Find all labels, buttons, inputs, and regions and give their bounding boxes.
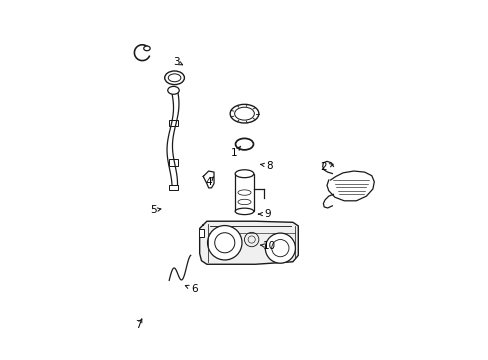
- Circle shape: [265, 233, 295, 263]
- Text: 10: 10: [263, 241, 276, 251]
- Bar: [168, 159, 178, 166]
- Polygon shape: [203, 171, 214, 188]
- Text: 9: 9: [264, 209, 270, 219]
- Text: 3: 3: [173, 57, 179, 67]
- Text: 8: 8: [266, 161, 272, 171]
- Text: 4: 4: [205, 177, 211, 187]
- Ellipse shape: [235, 208, 253, 215]
- Text: 5: 5: [149, 206, 156, 216]
- Bar: [235, 174, 253, 211]
- Ellipse shape: [235, 170, 253, 178]
- Ellipse shape: [168, 74, 181, 82]
- Bar: [198, 229, 204, 237]
- Bar: [168, 120, 178, 126]
- Circle shape: [207, 226, 242, 260]
- Text: 1: 1: [231, 148, 237, 158]
- Polygon shape: [326, 171, 373, 201]
- Ellipse shape: [230, 104, 258, 123]
- Bar: [169, 185, 178, 190]
- Ellipse shape: [143, 46, 150, 51]
- Text: 6: 6: [191, 284, 197, 294]
- Ellipse shape: [164, 71, 184, 85]
- Text: 2: 2: [320, 162, 326, 172]
- Ellipse shape: [167, 86, 179, 94]
- Polygon shape: [199, 221, 298, 264]
- Text: 7: 7: [135, 320, 142, 330]
